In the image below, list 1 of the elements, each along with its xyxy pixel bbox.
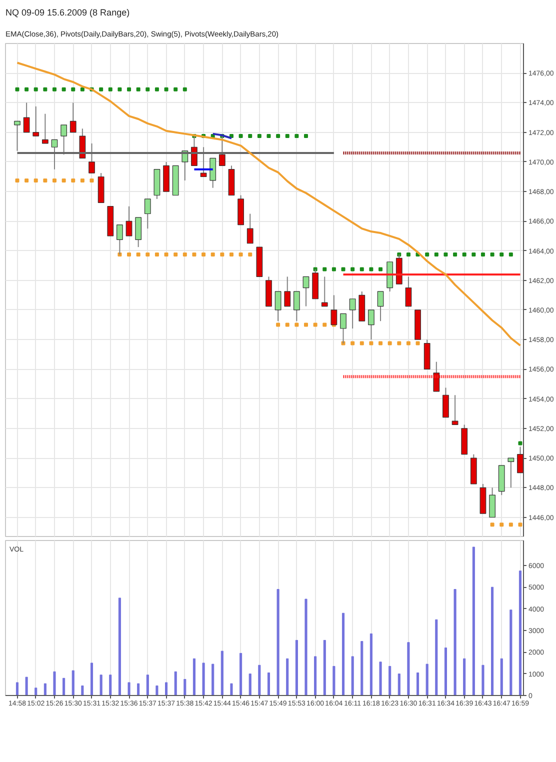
chart-title: NQ 09-09 15.6.2009 (8 Range)	[6, 8, 130, 18]
